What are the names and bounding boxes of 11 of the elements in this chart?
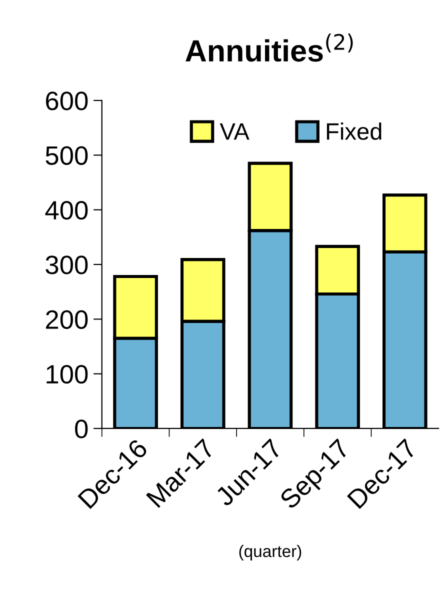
chart-title: Annuities$^{(2)}$: [186, 33, 353, 62]
y-tick-label: 300: [46, 256, 88, 274]
legend-label: VA: [220, 123, 250, 140]
y-tick-label: 200: [46, 310, 88, 329]
legend-label: Fixed: [326, 122, 382, 140]
y-tick-label: 600: [46, 92, 88, 110]
x-axis-title: (quarter): [239, 544, 302, 560]
y-tick-label: 0: [75, 420, 88, 438]
y-tick-label: 500: [46, 146, 88, 165]
y-tick-label: 400: [45, 200, 88, 220]
y-tick-label: 100: [46, 364, 88, 384]
